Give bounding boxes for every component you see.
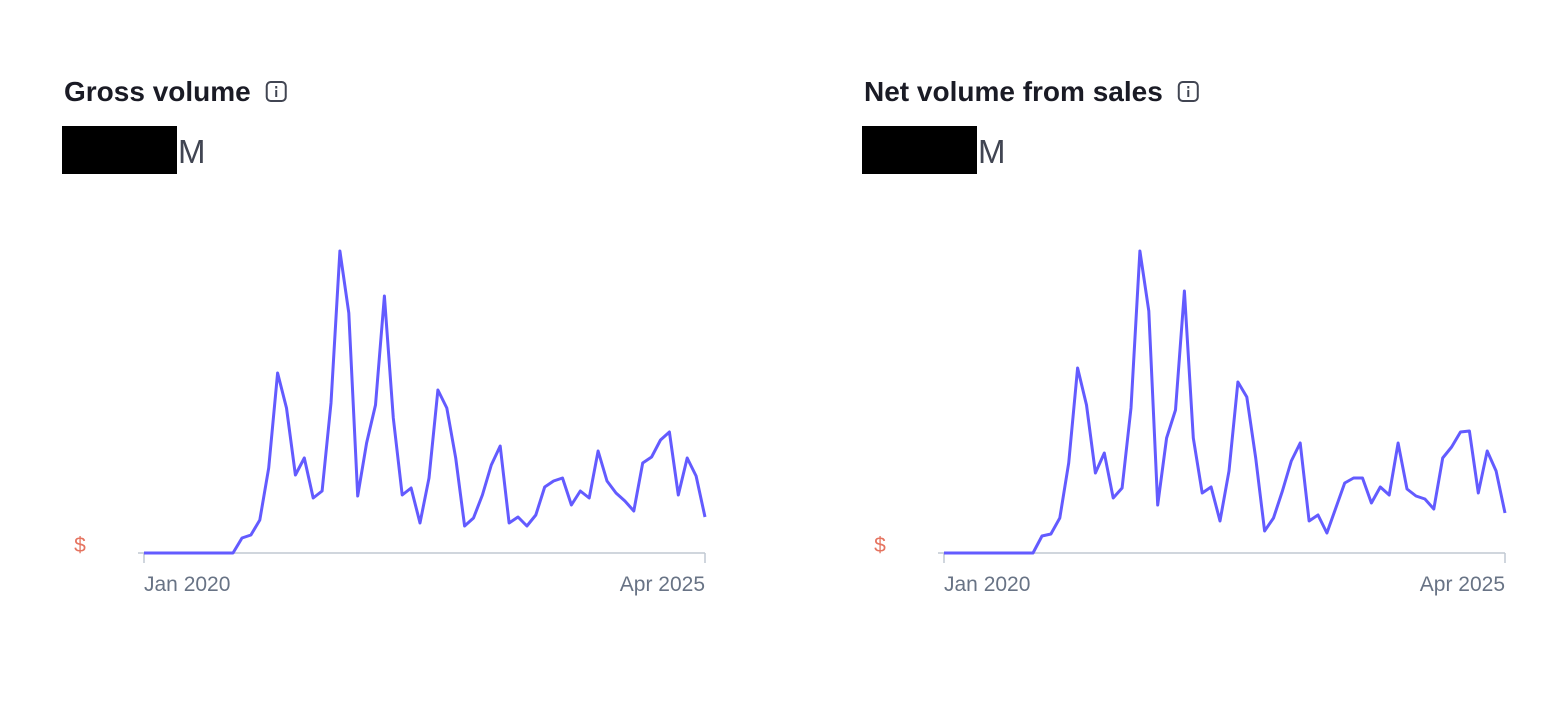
x-tick-label: Jan 2020 bbox=[944, 573, 1030, 596]
volume-line bbox=[144, 249, 707, 555]
x-tick-label: Apr 2025 bbox=[1420, 573, 1505, 596]
x-tick-label: Apr 2025 bbox=[620, 573, 705, 596]
chart-panel: Net volume from sales M $ Jan 2020 Apr 2025 bbox=[862, 76, 1507, 596]
y-axis-label: $ bbox=[74, 534, 86, 557]
redacted-value bbox=[62, 126, 177, 174]
y-axis-label: $ bbox=[874, 534, 886, 557]
x-tick-label: Jan 2020 bbox=[144, 573, 230, 596]
chart-title: Gross volume bbox=[64, 76, 251, 107]
info-icon-bar bbox=[275, 90, 278, 97]
volume-line bbox=[944, 249, 1507, 555]
chart-title: Net volume from sales bbox=[864, 76, 1163, 107]
info-icon-dot bbox=[1187, 86, 1190, 89]
info-icon-bar bbox=[1187, 90, 1190, 97]
redacted-value bbox=[862, 126, 977, 174]
info-icon-dot bbox=[275, 86, 278, 89]
info-icon bbox=[265, 81, 287, 102]
value-unit: M bbox=[978, 133, 1006, 170]
value-unit: M bbox=[178, 133, 206, 170]
info-icon bbox=[1177, 81, 1199, 102]
chart-panel: Gross volume M $ Jan 2020 Apr 2025 bbox=[62, 76, 707, 596]
